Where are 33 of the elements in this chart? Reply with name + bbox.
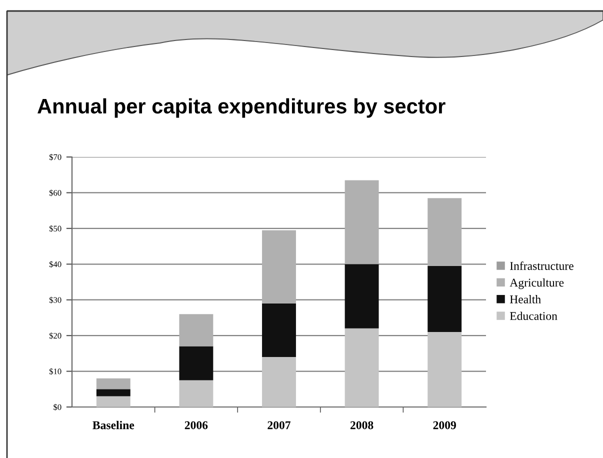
legend-label: Infrastructure: [510, 262, 574, 270]
bar: [344, 328, 379, 407]
bar: [96, 378, 130, 390]
bar: [428, 332, 462, 407]
bar: [344, 264, 379, 328]
y-tick-label: $50: [49, 225, 62, 232]
y-tick-label: $0: [54, 404, 62, 411]
y-tick-label: $10: [49, 368, 62, 375]
y-tick-label: $20: [49, 332, 62, 340]
bar: [96, 396, 130, 407]
legend-label: Education: [510, 312, 558, 320]
y-tick-label: $40: [49, 261, 62, 268]
x-tick-label: 2008: [350, 421, 374, 430]
legend-label: Health: [510, 295, 541, 304]
x-tick-label: Baseline: [92, 420, 134, 430]
x-tick-label: 2006: [184, 421, 208, 430]
y-tick-label: $70: [49, 154, 62, 161]
bar: [262, 357, 296, 407]
bar: [96, 389, 130, 396]
bar: [179, 314, 214, 346]
bar: [179, 380, 214, 407]
bar: [262, 230, 296, 304]
y-tick-label: $30: [49, 296, 62, 304]
legend-label: Agriculture: [510, 278, 564, 290]
x-tick-label: 2009: [433, 421, 456, 430]
x-tick-label: 2007: [268, 421, 291, 430]
bar: [428, 198, 462, 266]
bar: [428, 266, 462, 332]
bar: [344, 180, 379, 264]
bar: [179, 346, 214, 380]
chart-title: Annual per capita expenditures by sector: [38, 98, 446, 118]
y-tick-label: $60: [49, 190, 62, 196]
bar: [262, 303, 296, 357]
